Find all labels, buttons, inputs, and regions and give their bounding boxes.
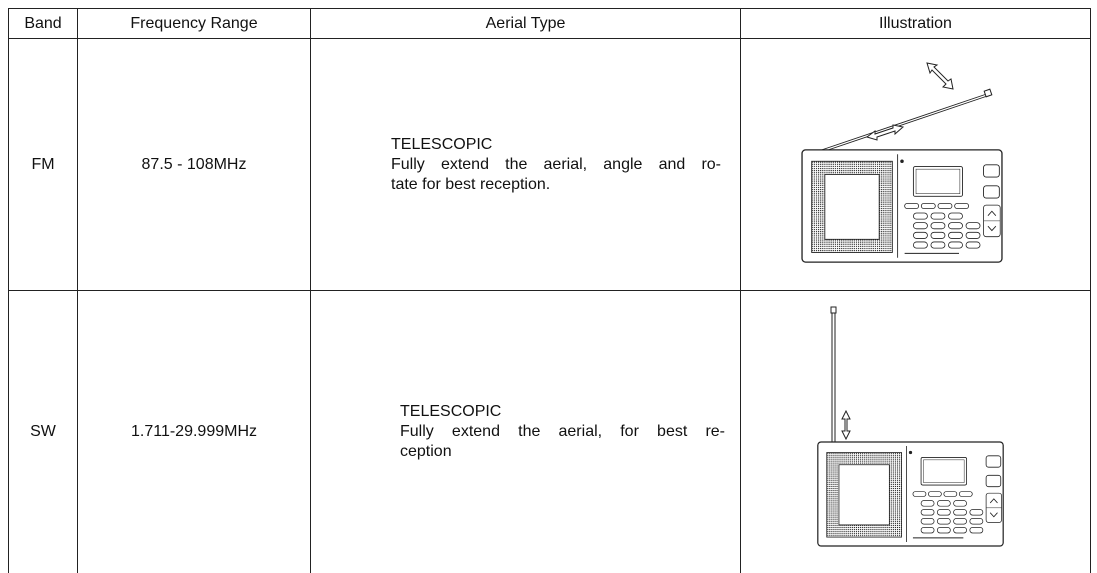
aerial-line: ception [400, 442, 725, 462]
frequency-cell: 1.711-29.999MHz [78, 291, 311, 573]
aerial-line: Fully extend the aerial, angle and ro- [391, 155, 721, 175]
aerial-text: TELESCOPIC Fully extend the aerial, for … [400, 402, 725, 462]
sw-illustration [741, 291, 1091, 573]
aerial-text: TELESCOPIC Fully extend the aerial, angl… [391, 135, 721, 195]
header-row: Band Frequency Range Aerial Type Illustr… [9, 9, 1091, 39]
header-cell: Band [9, 9, 78, 39]
aerial-line: tate for best reception. [391, 175, 721, 195]
row: FM 87.5 - 108MHz TELESCOPIC Fully extend… [9, 39, 1091, 291]
aerial-title: TELESCOPIC [400, 402, 725, 422]
band-cell: SW [9, 291, 78, 573]
aerial-title: TELESCOPIC [391, 135, 721, 155]
aerial-cell: TELESCOPIC Fully extend the aerial, angl… [311, 39, 741, 291]
fm-illustration [741, 39, 1091, 290]
frequency-cell: 87.5 - 108MHz [78, 39, 311, 291]
aerial-cell: TELESCOPIC Fully extend the aerial, for … [311, 291, 741, 573]
header-cell: Frequency Range [78, 9, 311, 39]
illustration-cell [741, 291, 1091, 573]
header-cell: Illustration [741, 9, 1091, 39]
band-cell: FM [9, 39, 78, 291]
header-cell: Aerial Type [311, 9, 741, 39]
aerial-table: Band Frequency Range Aerial Type Illustr… [8, 8, 1091, 573]
aerial-line: Fully extend the aerial, for best re- [400, 422, 725, 442]
illustration-cell [741, 39, 1091, 291]
row: SW 1.711-29.999MHz TELESCOPIC Fully exte… [9, 291, 1091, 573]
